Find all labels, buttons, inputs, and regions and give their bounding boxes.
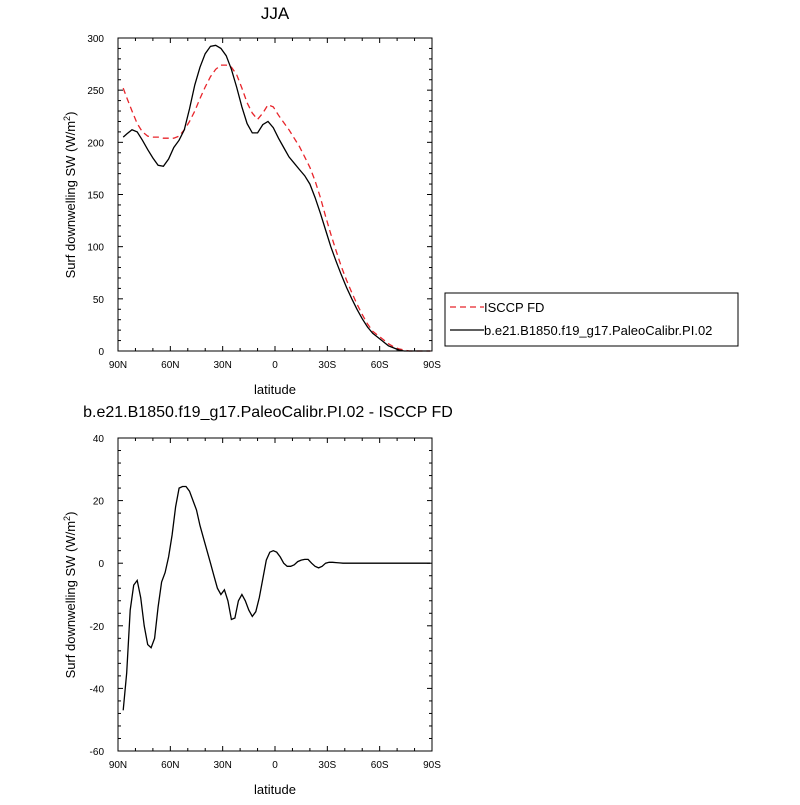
top-x-tick-label: 90S xyxy=(423,360,441,371)
bottom-y-tick-label: 0 xyxy=(98,559,104,570)
top-axes: 90N 60N 30N 0 30S 60S 90S 0 50 100 150 200 250 300 xyxy=(87,34,441,371)
bottom-plot-frame xyxy=(117,437,433,752)
bottom-x-tick-label: 60S xyxy=(371,760,389,771)
top-chart-title: JJA xyxy=(261,4,290,23)
bottom-chart-title: b.e21.B1850.f19_g17.PaleoCalibr.PI.02 - … xyxy=(83,404,453,421)
bottom-y-tick-label: -40 xyxy=(90,684,105,695)
bottom-series-line-0 xyxy=(122,485,431,711)
top-y-tick-label: 50 xyxy=(93,295,105,306)
bottom-x-tick-label: 60N xyxy=(161,760,179,771)
top-y-tick-label: 150 xyxy=(87,191,104,202)
bottom-y-tick-label: 40 xyxy=(93,434,105,445)
top-x-tick-label: 60N xyxy=(161,360,179,371)
top-y-tick-label: 0 xyxy=(98,347,104,358)
bottom-x-tick-label: 0 xyxy=(272,760,278,771)
top-series-group xyxy=(122,44,431,352)
bottom-x-tick-label: 30S xyxy=(318,760,336,771)
top-x-tick-label: 60S xyxy=(371,360,389,371)
top-y-axis-label: Surf downwelling SW (W/m2) xyxy=(62,112,78,279)
top-x-tick-label: 30N xyxy=(213,360,231,371)
top-plot-frame xyxy=(117,37,433,352)
top-y-tick-label: 200 xyxy=(87,138,104,149)
bottom-y-tick-label: 20 xyxy=(93,497,105,508)
top-x-tick-label: 90N xyxy=(109,360,127,371)
top-series-line-1 xyxy=(122,44,431,352)
legend-label-model: b.e21.B1850.f19_g17.PaleoCalibr.PI.02 xyxy=(484,323,712,338)
top-y-tick-label: 300 xyxy=(87,34,104,45)
bottom-x-tick-label: 30N xyxy=(213,760,231,771)
bottom-y-axis-label: Surf downwelling SW (W/m2) xyxy=(62,512,78,679)
bottom-x-axis-label: latitude xyxy=(254,782,296,797)
top-x-tick-label: 30S xyxy=(318,360,336,371)
bottom-axes: 90N 60N 30N 0 30S 60S 90S -60 -40 -20 0 20 40 xyxy=(90,434,442,771)
top-y-tick-label: 250 xyxy=(87,86,104,97)
top-x-axis-label: latitude xyxy=(254,382,296,397)
bottom-y-tick-label: -20 xyxy=(90,622,105,633)
top-y-tick-label: 100 xyxy=(87,243,104,254)
legend-box xyxy=(444,292,739,347)
bottom-y-tick-label: -60 xyxy=(90,747,105,758)
top-series-line-0 xyxy=(122,64,431,352)
legend-label-isccp: ISCCP FD xyxy=(484,300,544,315)
bottom-x-tick-label: 90S xyxy=(423,760,441,771)
top-x-tick-label: 0 xyxy=(272,360,278,371)
bottom-x-tick-label: 90N xyxy=(109,760,127,771)
bottom-series-group xyxy=(122,485,431,711)
